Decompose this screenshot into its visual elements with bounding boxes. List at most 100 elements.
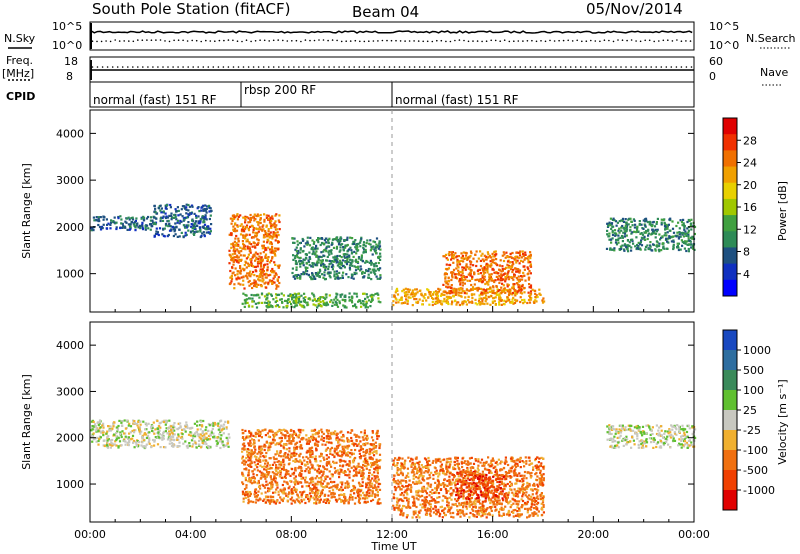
echo-cell xyxy=(342,459,345,463)
echo-cell xyxy=(257,302,260,305)
echo-cell xyxy=(483,254,486,257)
echo-cell xyxy=(486,251,489,254)
echo-cell xyxy=(362,248,366,251)
echo-cell xyxy=(115,435,118,438)
echo-cell xyxy=(178,445,181,448)
echo-cell xyxy=(523,286,526,290)
echo-cell xyxy=(655,222,658,225)
colorbar-tick-label: 12 xyxy=(743,223,757,236)
echo-cell xyxy=(292,499,295,502)
echo-cell xyxy=(365,448,369,452)
echo-cell xyxy=(469,301,472,304)
nsearch-point xyxy=(608,39,610,42)
echo-cell xyxy=(366,295,369,299)
echo-cell xyxy=(323,242,326,245)
echo-cell xyxy=(134,429,137,432)
echo-cell xyxy=(234,244,237,247)
echo-cell xyxy=(148,439,151,442)
echo-cell xyxy=(254,231,257,234)
echo-cell xyxy=(344,485,347,488)
echo-cell xyxy=(113,216,116,219)
echo-cell xyxy=(660,236,663,239)
echo-cell xyxy=(149,223,152,226)
nsearch-point xyxy=(386,39,388,42)
echo-cell xyxy=(228,249,231,252)
echo-cell xyxy=(158,433,161,436)
echo-cell xyxy=(263,465,266,468)
echo-cell xyxy=(275,287,278,290)
nsky-trace xyxy=(90,23,693,49)
echo-cell xyxy=(169,206,172,209)
echo-cell xyxy=(252,241,255,244)
echo-cell xyxy=(192,443,195,446)
echo-cell xyxy=(249,481,252,484)
echo-cell xyxy=(634,245,637,248)
echo-cell xyxy=(495,275,498,278)
echo-cell xyxy=(507,283,510,287)
echo-cell xyxy=(681,241,684,244)
echo-cell xyxy=(295,460,299,463)
echo-cell xyxy=(682,235,685,238)
echo-cell xyxy=(348,296,351,299)
echo-cell xyxy=(187,221,190,224)
echo-cell xyxy=(316,464,319,467)
echo-cell xyxy=(260,492,263,495)
echo-cell xyxy=(335,237,338,240)
echo-cell xyxy=(349,431,352,434)
echo-cell xyxy=(357,442,360,445)
echo-cell xyxy=(359,448,362,451)
echo-cell xyxy=(348,256,351,259)
echo-cell xyxy=(307,259,310,262)
echo-cell xyxy=(290,455,293,458)
echo-cell xyxy=(305,257,308,260)
echo-cell xyxy=(249,213,252,217)
echo-cell xyxy=(244,234,247,237)
echo-cell xyxy=(346,482,350,485)
echo-cell xyxy=(359,494,363,497)
echo-cell xyxy=(365,467,368,470)
echo-cell xyxy=(610,222,614,225)
echo-cell xyxy=(273,281,276,284)
echo-cell xyxy=(474,298,477,301)
echo-cell xyxy=(293,241,296,244)
echo-cell xyxy=(279,441,282,444)
echo-cell xyxy=(198,436,201,439)
echo-cell xyxy=(494,279,497,282)
echo-cell xyxy=(192,434,195,437)
echo-cell xyxy=(259,221,262,225)
echo-cell xyxy=(318,455,321,458)
echo-cell xyxy=(237,261,240,264)
echo-cell xyxy=(140,444,143,447)
echo-cell xyxy=(431,303,434,307)
echo-cell xyxy=(116,427,119,430)
echo-cell xyxy=(476,303,479,306)
echo-cell xyxy=(324,476,327,479)
nave-point xyxy=(499,66,502,68)
echo-cell xyxy=(235,277,238,280)
nave-point xyxy=(237,66,240,68)
echo-cell xyxy=(313,262,316,265)
echo-cell xyxy=(231,217,234,220)
echo-cell xyxy=(257,293,260,296)
echo-cell xyxy=(649,244,652,247)
echo-cell xyxy=(112,425,115,428)
echo-cell xyxy=(447,295,450,298)
echo-cell xyxy=(209,227,212,230)
echo-cell xyxy=(119,226,122,230)
echo-cell xyxy=(229,269,232,273)
echo-cell xyxy=(272,478,275,482)
echo-cell xyxy=(618,248,621,251)
echo-cell xyxy=(470,283,473,287)
echo-cell xyxy=(181,433,184,436)
echo-cell xyxy=(503,299,506,302)
echo-cell xyxy=(278,228,281,231)
echo-cell xyxy=(234,259,237,262)
echo-cell xyxy=(98,419,102,422)
nsearch-point xyxy=(603,39,606,41)
echo-cell xyxy=(153,444,156,447)
echo-cell xyxy=(195,446,198,449)
echo-cell xyxy=(360,305,363,308)
echo-cell xyxy=(361,448,364,451)
echo-cell xyxy=(275,284,278,287)
echo-cell xyxy=(513,275,516,278)
